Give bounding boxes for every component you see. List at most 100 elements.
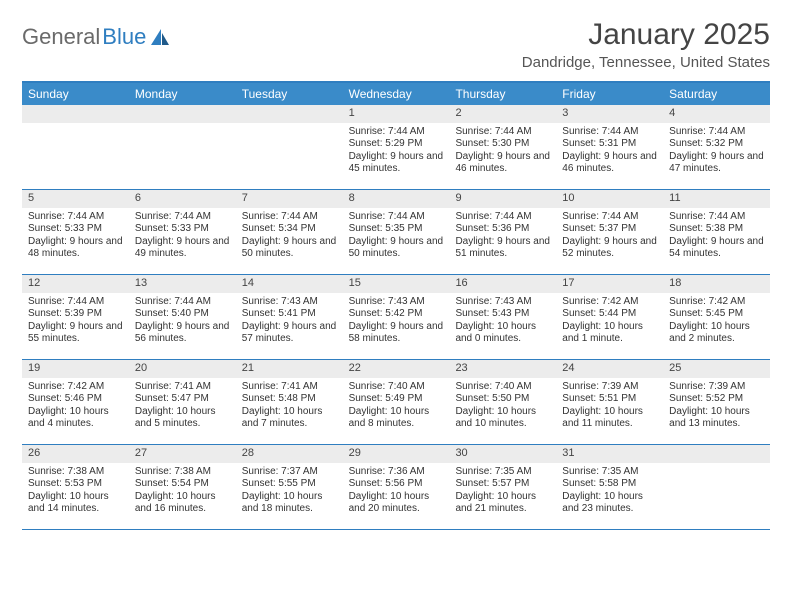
day-number: 1: [343, 105, 450, 123]
day-body: Sunrise: 7:41 AMSunset: 5:47 PMDaylight:…: [129, 378, 236, 437]
day-cell: 14Sunrise: 7:43 AMSunset: 5:41 PMDayligh…: [236, 275, 343, 359]
sunrise-text: Sunrise: 7:40 AM: [349, 381, 444, 394]
daylight-text: Daylight: 10 hours and 13 minutes.: [669, 406, 764, 431]
day-body: [663, 463, 770, 472]
daylight-text: Daylight: 10 hours and 1 minute.: [562, 321, 657, 346]
sunrise-text: Sunrise: 7:43 AM: [242, 296, 337, 309]
day-body: Sunrise: 7:44 AMSunset: 5:32 PMDaylight:…: [663, 123, 770, 182]
brand-text-1: General: [22, 24, 100, 50]
sunset-text: Sunset: 5:37 PM: [562, 223, 657, 236]
daylight-text: Daylight: 9 hours and 49 minutes.: [135, 236, 230, 261]
daylight-text: Daylight: 10 hours and 11 minutes.: [562, 406, 657, 431]
sunrise-text: Sunrise: 7:43 AM: [455, 296, 550, 309]
day-cell: 24Sunrise: 7:39 AMSunset: 5:51 PMDayligh…: [556, 360, 663, 444]
day-number: 26: [22, 445, 129, 463]
day-body: Sunrise: 7:44 AMSunset: 5:33 PMDaylight:…: [129, 208, 236, 267]
sunset-text: Sunset: 5:44 PM: [562, 308, 657, 321]
day-cell: 30Sunrise: 7:35 AMSunset: 5:57 PMDayligh…: [449, 445, 556, 529]
calendar-grid: Sunday Monday Tuesday Wednesday Thursday…: [22, 81, 770, 530]
day-number: 10: [556, 190, 663, 208]
day-header: Wednesday: [343, 83, 450, 105]
daylight-text: Daylight: 9 hours and 50 minutes.: [349, 236, 444, 261]
day-body: Sunrise: 7:42 AMSunset: 5:45 PMDaylight:…: [663, 293, 770, 352]
day-body: [22, 123, 129, 132]
day-number: 9: [449, 190, 556, 208]
daylight-text: Daylight: 10 hours and 2 minutes.: [669, 321, 764, 346]
page-header: GeneralBlue January 2025 Dandridge, Tenn…: [22, 18, 770, 71]
sunrise-text: Sunrise: 7:44 AM: [242, 211, 337, 224]
daylight-text: Daylight: 9 hours and 58 minutes.: [349, 321, 444, 346]
day-number: 5: [22, 190, 129, 208]
daylight-text: Daylight: 10 hours and 20 minutes.: [349, 491, 444, 516]
day-number: 8: [343, 190, 450, 208]
daylight-text: Daylight: 9 hours and 55 minutes.: [28, 321, 123, 346]
day-cell: 22Sunrise: 7:40 AMSunset: 5:49 PMDayligh…: [343, 360, 450, 444]
day-body: Sunrise: 7:44 AMSunset: 5:39 PMDaylight:…: [22, 293, 129, 352]
day-body: Sunrise: 7:36 AMSunset: 5:56 PMDaylight:…: [343, 463, 450, 522]
location-text: Dandridge, Tennessee, United States: [522, 54, 770, 71]
sunrise-text: Sunrise: 7:44 AM: [135, 211, 230, 224]
daylight-text: Daylight: 10 hours and 21 minutes.: [455, 491, 550, 516]
day-body: Sunrise: 7:43 AMSunset: 5:42 PMDaylight:…: [343, 293, 450, 352]
day-number: 14: [236, 275, 343, 293]
day-body: Sunrise: 7:42 AMSunset: 5:46 PMDaylight:…: [22, 378, 129, 437]
day-number: 20: [129, 360, 236, 378]
day-cell: 1Sunrise: 7:44 AMSunset: 5:29 PMDaylight…: [343, 105, 450, 189]
sunset-text: Sunset: 5:57 PM: [455, 478, 550, 491]
daylight-text: Daylight: 10 hours and 7 minutes.: [242, 406, 337, 431]
week-row: 5Sunrise: 7:44 AMSunset: 5:33 PMDaylight…: [22, 190, 770, 275]
sunrise-text: Sunrise: 7:44 AM: [455, 126, 550, 139]
day-cell: 19Sunrise: 7:42 AMSunset: 5:46 PMDayligh…: [22, 360, 129, 444]
sunrise-text: Sunrise: 7:41 AM: [242, 381, 337, 394]
day-body: Sunrise: 7:44 AMSunset: 5:30 PMDaylight:…: [449, 123, 556, 182]
day-header-row: Sunday Monday Tuesday Wednesday Thursday…: [22, 83, 770, 105]
sunset-text: Sunset: 5:38 PM: [669, 223, 764, 236]
brand-sail-icon: [150, 28, 170, 46]
day-cell: 17Sunrise: 7:42 AMSunset: 5:44 PMDayligh…: [556, 275, 663, 359]
sunset-text: Sunset: 5:54 PM: [135, 478, 230, 491]
day-number: 24: [556, 360, 663, 378]
day-number: 7: [236, 190, 343, 208]
day-number: 16: [449, 275, 556, 293]
brand-logo: GeneralBlue: [22, 18, 170, 50]
day-number: 23: [449, 360, 556, 378]
day-cell: 13Sunrise: 7:44 AMSunset: 5:40 PMDayligh…: [129, 275, 236, 359]
day-body: Sunrise: 7:43 AMSunset: 5:41 PMDaylight:…: [236, 293, 343, 352]
week-row: 12Sunrise: 7:44 AMSunset: 5:39 PMDayligh…: [22, 275, 770, 360]
day-number: 22: [343, 360, 450, 378]
sunset-text: Sunset: 5:56 PM: [349, 478, 444, 491]
daylight-text: Daylight: 10 hours and 23 minutes.: [562, 491, 657, 516]
daylight-text: Daylight: 9 hours and 46 minutes.: [562, 151, 657, 176]
day-cell: 23Sunrise: 7:40 AMSunset: 5:50 PMDayligh…: [449, 360, 556, 444]
daylight-text: Daylight: 10 hours and 18 minutes.: [242, 491, 337, 516]
sunrise-text: Sunrise: 7:44 AM: [669, 211, 764, 224]
day-body: Sunrise: 7:39 AMSunset: 5:52 PMDaylight:…: [663, 378, 770, 437]
day-body: Sunrise: 7:44 AMSunset: 5:34 PMDaylight:…: [236, 208, 343, 267]
day-cell: 5Sunrise: 7:44 AMSunset: 5:33 PMDaylight…: [22, 190, 129, 274]
sunrise-text: Sunrise: 7:41 AM: [135, 381, 230, 394]
sunrise-text: Sunrise: 7:37 AM: [242, 466, 337, 479]
day-cell: 7Sunrise: 7:44 AMSunset: 5:34 PMDaylight…: [236, 190, 343, 274]
sunset-text: Sunset: 5:33 PM: [28, 223, 123, 236]
daylight-text: Daylight: 9 hours and 51 minutes.: [455, 236, 550, 261]
sunrise-text: Sunrise: 7:38 AM: [135, 466, 230, 479]
day-number: 18: [663, 275, 770, 293]
day-number: 31: [556, 445, 663, 463]
day-cell: 26Sunrise: 7:38 AMSunset: 5:53 PMDayligh…: [22, 445, 129, 529]
day-cell: 3Sunrise: 7:44 AMSunset: 5:31 PMDaylight…: [556, 105, 663, 189]
sunset-text: Sunset: 5:42 PM: [349, 308, 444, 321]
daylight-text: Daylight: 9 hours and 56 minutes.: [135, 321, 230, 346]
day-cell: 21Sunrise: 7:41 AMSunset: 5:48 PMDayligh…: [236, 360, 343, 444]
day-cell: .: [22, 105, 129, 189]
sunrise-text: Sunrise: 7:38 AM: [28, 466, 123, 479]
day-body: Sunrise: 7:42 AMSunset: 5:44 PMDaylight:…: [556, 293, 663, 352]
daylight-text: Daylight: 10 hours and 10 minutes.: [455, 406, 550, 431]
daylight-text: Daylight: 9 hours and 46 minutes.: [455, 151, 550, 176]
sunrise-text: Sunrise: 7:44 AM: [349, 211, 444, 224]
day-cell: 15Sunrise: 7:43 AMSunset: 5:42 PMDayligh…: [343, 275, 450, 359]
title-block: January 2025 Dandridge, Tennessee, Unite…: [522, 18, 770, 71]
sunset-text: Sunset: 5:41 PM: [242, 308, 337, 321]
sunrise-text: Sunrise: 7:44 AM: [562, 211, 657, 224]
day-body: Sunrise: 7:40 AMSunset: 5:50 PMDaylight:…: [449, 378, 556, 437]
day-number: .: [236, 105, 343, 123]
